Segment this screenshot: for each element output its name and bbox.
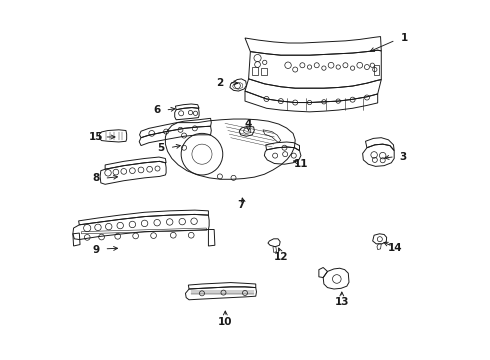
Text: 12: 12 bbox=[273, 252, 288, 262]
Text: 10: 10 bbox=[218, 317, 233, 327]
Text: 13: 13 bbox=[335, 297, 349, 307]
Text: 11: 11 bbox=[294, 159, 308, 169]
Text: 9: 9 bbox=[93, 245, 100, 255]
Text: 14: 14 bbox=[388, 243, 403, 253]
Text: 7: 7 bbox=[238, 200, 245, 210]
Text: 2: 2 bbox=[216, 78, 223, 88]
Text: 1: 1 bbox=[401, 33, 408, 43]
Bar bbox=[252, 67, 258, 75]
Text: 6: 6 bbox=[153, 105, 161, 115]
Bar bbox=[261, 68, 267, 75]
Text: 3: 3 bbox=[399, 152, 406, 162]
Text: 5: 5 bbox=[157, 143, 164, 153]
Bar bbox=[374, 64, 379, 75]
Text: 8: 8 bbox=[93, 173, 100, 183]
Text: 4: 4 bbox=[245, 120, 252, 129]
Text: 15: 15 bbox=[89, 132, 103, 142]
